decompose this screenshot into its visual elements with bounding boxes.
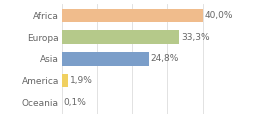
- Bar: [62, 9, 203, 22]
- Text: 24,8%: 24,8%: [151, 54, 179, 63]
- Text: 33,3%: 33,3%: [181, 33, 209, 42]
- Text: 0,1%: 0,1%: [64, 98, 87, 107]
- Bar: [62, 74, 68, 87]
- Text: 1,9%: 1,9%: [70, 76, 93, 85]
- Bar: [62, 30, 179, 44]
- Bar: [62, 52, 149, 66]
- Text: 40,0%: 40,0%: [204, 11, 233, 20]
